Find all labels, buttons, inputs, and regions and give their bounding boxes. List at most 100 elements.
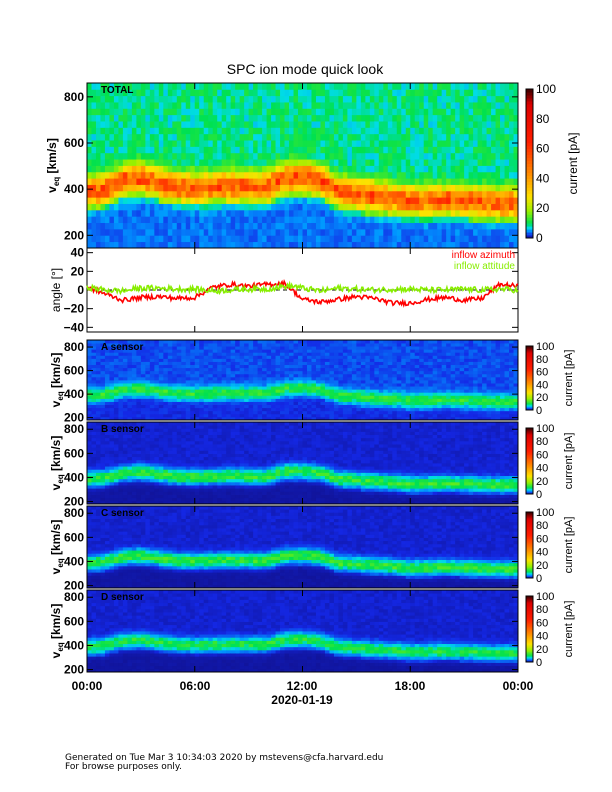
spectrogram-cell: [414, 392, 420, 396]
spectrogram-cell: [289, 343, 294, 347]
spectrogram-cell: [486, 373, 492, 378]
spectrogram-cell: [262, 383, 267, 387]
spectrogram-cell: [369, 95, 375, 103]
spectrogram-cell: [109, 389, 115, 393]
spectrogram-cell: [289, 203, 294, 211]
spectrogram-cell: [167, 358, 173, 362]
spectrogram-cell: [158, 235, 164, 243]
spectrogram-cell: [320, 373, 326, 378]
spectrogram-cell: [136, 383, 142, 387]
spectrogram-cell: [432, 367, 438, 372]
spectrogram-cell: [374, 235, 380, 243]
spectrogram-cell: [329, 102, 335, 109]
spectrogram-cell: [87, 222, 92, 230]
spectrogram-cell: [378, 410, 384, 415]
spectrogram-cell: [383, 140, 389, 147]
spectrogram-cell: [486, 197, 492, 204]
spectrogram-cell: [392, 178, 398, 185]
spectrogram-cell: [87, 346, 92, 350]
spectrogram-cell: [486, 203, 492, 211]
spectrogram-cell: [311, 203, 317, 211]
spectrogram-cell: [396, 102, 402, 109]
spectrogram-cell: [199, 358, 205, 362]
spectrogram-cell: [396, 370, 402, 375]
spectrogram-cell: [446, 383, 452, 387]
spectrogram-cell: [199, 171, 205, 179]
spectrogram-cell: [113, 398, 119, 402]
spectrogram-cell: [262, 209, 267, 217]
spectrogram-cell: [163, 343, 169, 347]
spectrogram-cell: [387, 413, 393, 418]
spectrogram-cell: [455, 373, 461, 378]
spectrogram-cell: [104, 102, 110, 109]
spectrogram-cell: [109, 235, 115, 243]
spectrogram-cell: [387, 367, 393, 372]
spectrogram-cell: [95, 121, 101, 128]
spectrogram-cell: [401, 392, 407, 396]
spectrogram-cell: [284, 407, 290, 412]
spectrogram-cell: [158, 407, 164, 412]
spectrogram-cell: [455, 209, 461, 217]
spectrogram-cell: [437, 392, 443, 396]
spectrogram-cell: [199, 159, 205, 166]
spectrogram-cell: [203, 386, 209, 390]
spectrogram-cell: [181, 203, 187, 211]
spectrogram-cell: [203, 216, 209, 224]
spectrogram-cell: [293, 355, 299, 359]
spectrogram-cell: [284, 146, 290, 154]
colorbar-segment: [526, 160, 533, 164]
spectrogram-cell: [396, 197, 402, 204]
spectrogram-cell: [450, 89, 456, 97]
spectrogram-cell: [226, 184, 232, 192]
spectrogram-cell: [95, 190, 101, 198]
spectrogram-cell: [495, 146, 501, 154]
spectrogram-cell: [221, 383, 227, 387]
spectrogram-cell: [208, 190, 214, 198]
spectrogram-cell: [221, 209, 227, 217]
spectrogram-cell: [253, 398, 259, 402]
spectrogram-cell: [324, 380, 330, 384]
spectrogram-cell: [495, 108, 501, 116]
spectrogram-cell: [212, 383, 218, 387]
spectrogram-cell: [131, 140, 137, 147]
spectrogram-cell: [127, 401, 133, 406]
spectrogram-cell: [253, 83, 259, 90]
spectrogram-cell: [315, 407, 321, 412]
spectrogram-cell: [158, 352, 164, 356]
spectrogram-cell: [163, 216, 169, 224]
spectrogram-cell: [190, 358, 196, 362]
spectrogram-cell: [360, 178, 366, 185]
spectrogram-cell: [244, 364, 250, 369]
spectrogram-cell: [311, 340, 317, 344]
spectrogram-cell: [306, 389, 312, 393]
spectrogram-cell: [374, 349, 380, 353]
spectrogram-cell: [185, 367, 191, 372]
spectrogram-cell: [437, 190, 443, 198]
spectrogram-cell: [145, 228, 151, 236]
spectrogram-cell: [172, 127, 178, 135]
spectrogram-cell: [365, 407, 371, 412]
spectrogram-cell: [315, 389, 321, 393]
spectrogram-cell: [95, 89, 101, 97]
spectrogram-cell: [298, 190, 303, 198]
spectrogram-cell: [194, 184, 200, 192]
spectrogram-cell: [257, 386, 263, 390]
spectrogram-cell: [176, 165, 182, 173]
spectrogram-cell: [450, 127, 456, 135]
spectrogram-cell: [414, 386, 420, 390]
spectrogram-cell: [437, 416, 443, 421]
spectrogram-cell: [131, 416, 137, 421]
spectrogram-cell: [167, 367, 173, 372]
spectrogram-cell: [127, 178, 133, 185]
spectrogram-cell: [208, 355, 214, 359]
spectrogram-cell: [131, 235, 137, 243]
spectrogram-cell: [235, 165, 241, 173]
spectrogram-cell: [428, 133, 434, 141]
spectrogram-cell: [199, 416, 205, 421]
spectrogram-cell: [455, 364, 461, 369]
spectrogram-cell: [113, 401, 119, 406]
spectrogram-cell: [190, 241, 196, 249]
spectrogram-cell: [441, 190, 447, 198]
spectrogram-cell: [428, 389, 434, 393]
spectrogram-cell: [419, 410, 425, 415]
